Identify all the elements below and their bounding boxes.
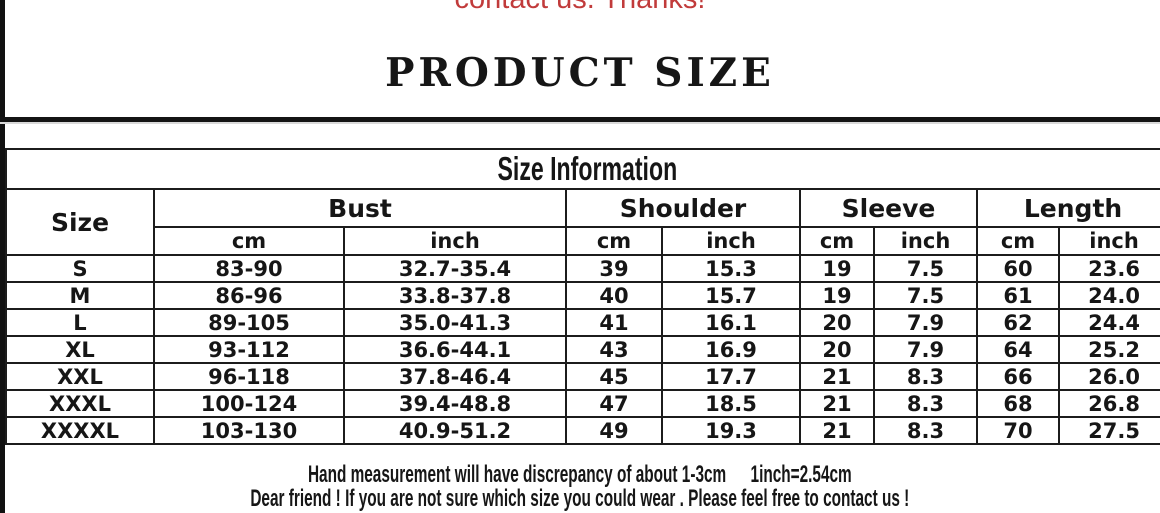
length-group-header: Length	[975, 188, 1160, 228]
size-row: XXXL 100-124 39.4-48.8 47 18.5 21 8.3 68…	[5, 389, 1160, 418]
size-row: L 89-105 35.0-41.3 41 16.1 20 7.9 62 24.…	[5, 308, 1160, 337]
sleeve-cm-cell: 21	[799, 362, 875, 391]
sleeve-inch-cell: 7.9	[873, 335, 978, 364]
bust-inch-cell: 35.0-41.3	[343, 308, 567, 337]
left-edge-bar	[0, 0, 5, 513]
length-inch-cell: 26.8	[1057, 389, 1160, 418]
size-row: XL 93-112 36.6-44.1 43 16.9 20 7.9 64 25…	[5, 335, 1160, 364]
contact-note: contact us. Thanks!	[0, 0, 1160, 14]
bust-inch-cell: 32.7-35.4	[343, 254, 567, 283]
shoulder-inch-cell: 16.9	[661, 335, 801, 364]
length-cm-cell: 68	[976, 389, 1060, 418]
sleeve-inch-cell: 7.9	[873, 308, 978, 337]
size-table: Size Information Size Bust Shoulder Slee…	[4, 148, 1160, 445]
caption-row: Size Information	[4, 148, 1160, 190]
bust-cm-cell: 83-90	[153, 254, 345, 283]
shoulder-inch-cell: 15.3	[661, 254, 801, 283]
sleeve-cm-cell: 21	[799, 389, 875, 418]
bust-inch-cell: 36.6-44.1	[343, 335, 567, 364]
size-row: XXL 96-118 37.8-46.4 45 17.7 21 8.3 66 2…	[5, 362, 1160, 391]
length-cm-header: cm	[976, 226, 1060, 256]
shoulder-group-header: Shoulder	[565, 188, 801, 228]
sleeve-cm-header: cm	[799, 226, 875, 256]
size-label-cell: XXL	[5, 362, 155, 391]
size-label-cell: XXXL	[5, 389, 155, 418]
size-label-cell: XL	[5, 335, 155, 364]
measurement-note-line: Hand measurement will have discrepancy o…	[0, 463, 1160, 489]
size-info-caption-text: Size Information	[497, 150, 678, 187]
length-cm-cell: 62	[976, 308, 1060, 337]
measurement-note: Hand measurement will have discrepancy o…	[308, 461, 727, 488]
sleeve-inch-cell: 8.3	[873, 416, 978, 445]
shoulder-cm-header: cm	[565, 226, 663, 256]
shoulder-inch-cell: 18.5	[661, 389, 801, 418]
length-cm-cell: 60	[976, 254, 1060, 283]
length-inch-cell: 23.6	[1057, 254, 1160, 283]
bust-cm-cell: 89-105	[153, 308, 345, 337]
shoulder-cm-cell: 45	[565, 362, 663, 391]
bust-cm-cell: 86-96	[153, 281, 345, 310]
bust-inch-cell: 39.4-48.8	[343, 389, 567, 418]
contact-advice-line: Dear friend ! If you are not sure which …	[0, 487, 1160, 513]
size-label-cell: M	[5, 281, 155, 310]
size-row: S 83-90 32.7-35.4 39 15.3 19 7.5 60 23.6	[5, 254, 1160, 283]
bust-cm-cell: 96-118	[153, 362, 345, 391]
bust-cm-cell: 103-130	[153, 416, 345, 445]
bust-cm-cell: 93-112	[153, 335, 345, 364]
length-cm-cell: 61	[976, 281, 1060, 310]
shoulder-cm-cell: 47	[565, 389, 663, 418]
size-row: M 86-96 33.8-37.8 40 15.7 19 7.5 61 24.0	[5, 281, 1160, 310]
size-label-cell: XXXXL	[5, 416, 155, 445]
sleeve-inch-cell: 8.3	[873, 362, 978, 391]
sleeve-cm-cell: 19	[799, 281, 875, 310]
shoulder-cm-cell: 41	[565, 308, 663, 337]
size-row: XXXXL 103-130 40.9-51.2 49 19.3 21 8.3 7…	[5, 416, 1160, 445]
length-inch-cell: 24.0	[1057, 281, 1160, 310]
length-inch-header: inch	[1057, 226, 1160, 256]
bust-inch-cell: 40.9-51.2	[343, 416, 567, 445]
bust-cm-cell: 100-124	[153, 389, 345, 418]
length-inch-cell: 27.5	[1057, 416, 1160, 445]
shoulder-inch-cell: 16.1	[661, 308, 801, 337]
length-inch-cell: 24.4	[1057, 308, 1160, 337]
inch-conversion-note: 1inch=2.54cm	[750, 461, 852, 488]
shoulder-cm-cell: 39	[565, 254, 663, 283]
sleeve-cm-cell: 20	[799, 308, 875, 337]
sleeve-cm-cell: 20	[799, 335, 875, 364]
unit-header-row: cm inch cm inch cm inch cm inch	[6, 226, 1160, 256]
length-inch-cell: 25.2	[1057, 335, 1160, 364]
sleeve-cm-cell: 21	[799, 416, 875, 445]
bust-cm-header: cm	[153, 226, 345, 256]
group-header-row: Size Bust Shoulder Sleeve Length	[5, 188, 1160, 256]
size-column-header: Size	[5, 188, 155, 256]
sleeve-inch-cell: 7.5	[873, 254, 978, 283]
shoulder-cm-cell: 49	[565, 416, 663, 445]
sleeve-group-header: Sleeve	[799, 188, 978, 228]
contact-advice-note: Dear friend ! If you are not sure which …	[250, 485, 910, 512]
length-inch-cell: 26.0	[1057, 362, 1160, 391]
title-divider	[0, 117, 1160, 122]
length-cm-cell: 66	[976, 362, 1060, 391]
shoulder-inch-cell: 17.7	[661, 362, 801, 391]
size-label-cell: S	[5, 254, 155, 283]
shoulder-cm-cell: 43	[565, 335, 663, 364]
size-info-caption: Size Information	[4, 148, 1160, 190]
shoulder-inch-header: inch	[661, 226, 801, 256]
shoulder-inch-cell: 15.7	[661, 281, 801, 310]
shoulder-inch-cell: 19.3	[661, 416, 801, 445]
page-title: PRODUCT SIZE	[385, 50, 775, 96]
length-cm-cell: 70	[976, 416, 1060, 445]
shoulder-cm-cell: 40	[565, 281, 663, 310]
length-cm-cell: 64	[976, 335, 1060, 364]
bust-inch-cell: 33.8-37.8	[343, 281, 567, 310]
bust-inch-cell: 37.8-46.4	[343, 362, 567, 391]
size-label-cell: L	[5, 308, 155, 337]
sleeve-cm-cell: 19	[799, 254, 875, 283]
sleeve-inch-cell: 8.3	[873, 389, 978, 418]
sleeve-inch-header: inch	[873, 226, 978, 256]
sleeve-inch-cell: 7.5	[873, 281, 978, 310]
bust-inch-header: inch	[343, 226, 567, 256]
bust-group-header: Bust	[153, 188, 567, 228]
